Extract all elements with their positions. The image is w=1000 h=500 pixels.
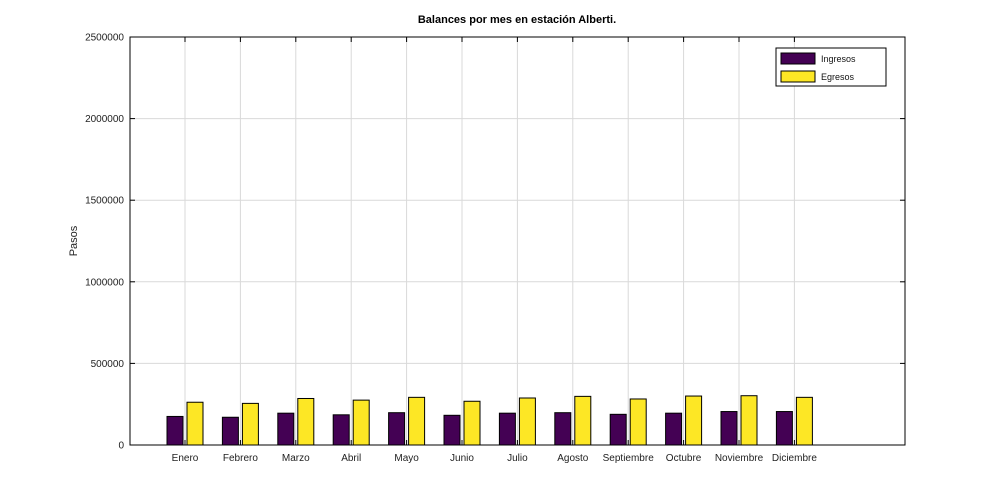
legend-label-egresos: Egresos (821, 72, 855, 82)
x-tick-label: Septiembre (603, 453, 655, 464)
x-tick-label: Noviembre (715, 453, 764, 464)
bar-egresos-septiembre (630, 399, 646, 445)
bar-ingresos-marzo (278, 413, 294, 445)
legend-label-ingresos: Ingresos (821, 54, 856, 64)
bar-egresos-octubre (686, 396, 702, 445)
y-tick-label: 2000000 (85, 114, 124, 125)
y-tick-label: 2500000 (85, 33, 124, 44)
y-tick-label: 1500000 (85, 196, 124, 207)
bar-ingresos-diciembre (776, 412, 792, 445)
legend-swatch-egresos (781, 71, 815, 82)
bar-ingresos-noviembre (721, 412, 737, 445)
x-tick-label: Agosto (557, 453, 589, 464)
bar-ingresos-julio (499, 413, 515, 445)
bar-ingresos-octubre (666, 413, 682, 445)
x-tick-label: Abril (341, 453, 361, 464)
x-tick-label: Mayo (394, 453, 419, 464)
x-tick-label: Junio (450, 453, 474, 464)
x-tick-label: Julio (507, 453, 528, 464)
bar-egresos-enero (187, 402, 203, 445)
chart-title: Balances por mes en estación Alberti. (418, 14, 616, 26)
bar-egresos-febrero (242, 403, 258, 445)
bar-ingresos-septiembre (610, 414, 626, 445)
bar-ingresos-agosto (555, 413, 571, 445)
legend: Ingresos Egresos (776, 48, 886, 86)
bar-ingresos-mayo (389, 413, 405, 445)
bar-egresos-agosto (575, 396, 591, 445)
x-tick-label: Febrero (223, 453, 258, 464)
bar-ingresos-febrero (222, 417, 238, 445)
bar-egresos-junio (464, 401, 480, 445)
bar-egresos-abril (353, 400, 369, 445)
bar-egresos-marzo (298, 398, 314, 445)
legend-swatch-ingresos (781, 53, 815, 64)
bar-ingresos-enero (167, 416, 183, 445)
bar-ingresos-abril (333, 415, 349, 445)
x-tick-label: Enero (172, 453, 199, 464)
y-tick-label: 0 (118, 441, 124, 452)
bar-egresos-diciembre (796, 397, 812, 445)
x-tick-label: Diciembre (772, 453, 817, 464)
y-tick-label: 500000 (91, 359, 125, 370)
bar-ingresos-junio (444, 415, 460, 445)
x-tick-label: Octubre (666, 453, 702, 464)
bar-egresos-julio (519, 398, 535, 445)
y-axis-label: Pasos (68, 225, 80, 256)
bar-egresos-mayo (409, 397, 425, 445)
x-tick-label: Marzo (282, 453, 310, 464)
bar-egresos-noviembre (741, 396, 757, 445)
y-tick-label: 1000000 (85, 277, 124, 288)
